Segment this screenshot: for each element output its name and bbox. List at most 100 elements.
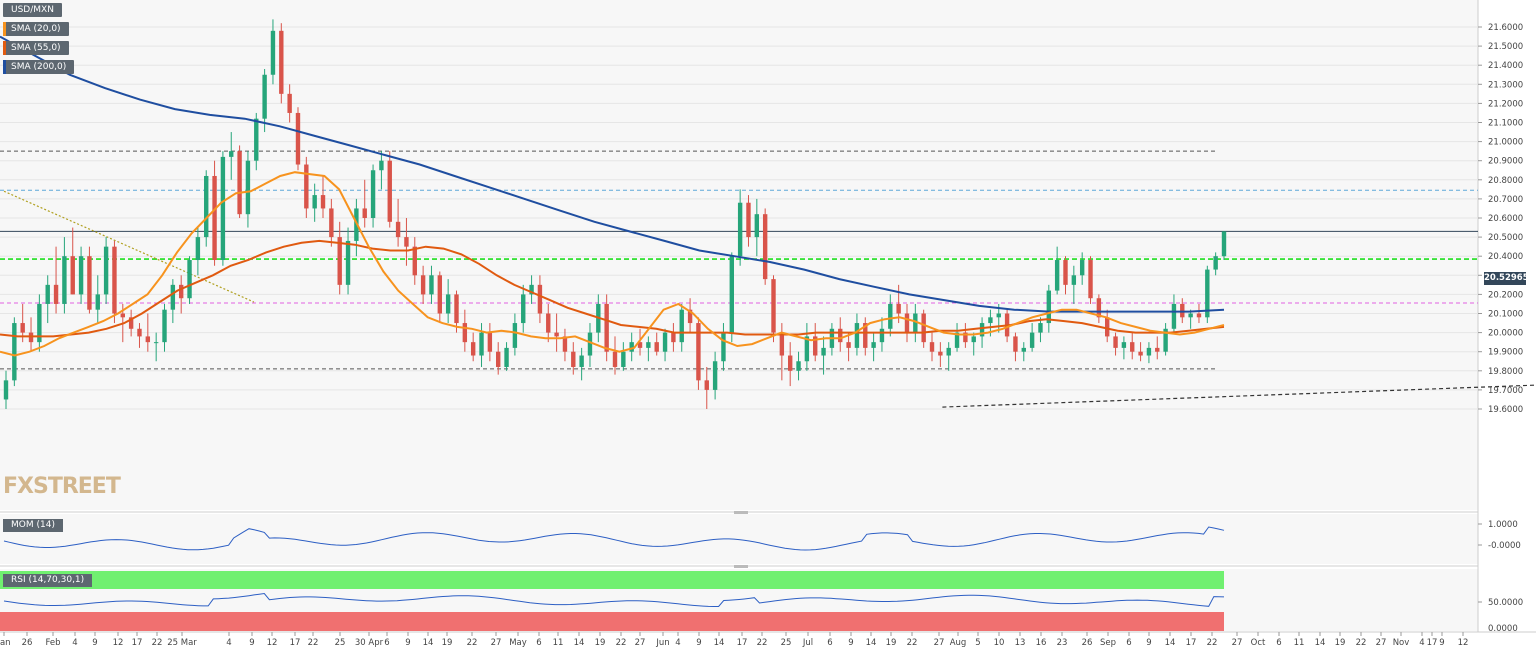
candle-body xyxy=(195,237,201,261)
candle-body xyxy=(1079,260,1085,276)
x-tick-label: 26 xyxy=(1082,638,1093,648)
x-tick-label: 22 xyxy=(616,638,627,648)
candle-body xyxy=(395,221,401,238)
pane-splitter-2[interactable] xyxy=(734,565,748,568)
y-tick-label: 19.8000 xyxy=(1488,367,1523,377)
y-tick-label: 20.1000 xyxy=(1488,310,1523,320)
candle-body xyxy=(320,195,326,209)
candle-body xyxy=(754,214,760,238)
candle-body xyxy=(345,240,351,285)
candle-body xyxy=(546,313,551,333)
y-tick-label: 20.5000 xyxy=(1488,233,1523,243)
candle-body xyxy=(996,313,1001,318)
candle-body xyxy=(1213,256,1218,270)
candle-body xyxy=(262,74,267,119)
candle-body xyxy=(629,342,634,352)
candle-body xyxy=(537,284,543,314)
candle-body xyxy=(746,202,751,238)
candle-body xyxy=(153,342,159,344)
candle-body xyxy=(53,284,59,304)
x-tick-label: 27 xyxy=(1376,638,1387,648)
candle-body xyxy=(1105,317,1110,337)
fxstreet-watermark: FXSTREET xyxy=(3,474,121,499)
candle-body xyxy=(571,351,576,367)
candle-body xyxy=(512,323,518,348)
y-tick-label: 21.0000 xyxy=(1488,138,1523,148)
candle-body xyxy=(254,118,259,161)
candle-body xyxy=(779,332,785,356)
candle-body xyxy=(445,294,451,314)
candle-body xyxy=(212,175,217,261)
y-tick-label: 21.2000 xyxy=(1488,99,1523,109)
candle-body xyxy=(1096,298,1102,318)
candle-body xyxy=(178,284,184,299)
x-tick-label: 5 xyxy=(975,638,980,648)
x-tick-label: 14 xyxy=(1315,638,1326,648)
legend-symbol-label: USD/MXN xyxy=(11,5,54,15)
legend-symbol[interactable]: USD/MXN xyxy=(3,3,62,17)
y-tick-label: 19.6000 xyxy=(1488,405,1523,415)
current-price-tag: 20.52965 xyxy=(1484,272,1529,285)
x-tick-label: 14 xyxy=(1165,638,1176,648)
x-tick-label: 25 xyxy=(781,638,792,648)
candle-body xyxy=(971,336,976,343)
mom-pane-label[interactable]: MOM (14) xyxy=(3,519,63,532)
candle-body xyxy=(1038,323,1043,333)
candle-body xyxy=(237,151,242,215)
x-tick-label: 9 xyxy=(405,638,410,648)
candle-body xyxy=(587,332,593,356)
x-tick-label: Jun xyxy=(655,638,669,648)
candle-body xyxy=(429,275,434,295)
x-tick-label: 19 xyxy=(595,638,606,648)
x-tick-label: Jul xyxy=(802,638,813,648)
legend-sma200[interactable]: SMA (200,0) xyxy=(3,60,75,74)
candle-body xyxy=(287,93,292,113)
y-tick-label: 19.9000 xyxy=(1488,348,1523,358)
x-tick-label: 25 xyxy=(335,638,346,648)
trendline xyxy=(3,190,255,303)
candle-body xyxy=(270,30,276,75)
legend-sma20[interactable]: SMA (20,0) xyxy=(3,22,69,36)
candle-body xyxy=(504,347,509,367)
candle-body xyxy=(362,208,367,218)
legend-sma55[interactable]: SMA (55,0) xyxy=(3,41,69,55)
x-tick-label: 13 xyxy=(1015,638,1026,648)
candle-body xyxy=(62,256,67,304)
x-tick-label: Sep xyxy=(1100,638,1116,648)
candle-body xyxy=(671,332,676,343)
rsi-pane-label[interactable]: RSI (14,70,30,1) xyxy=(3,574,93,587)
candle-body xyxy=(1146,347,1152,356)
x-tick-label: 9 xyxy=(1439,638,1444,648)
candle-body xyxy=(404,237,409,247)
candle-body xyxy=(78,256,84,295)
candle-body xyxy=(1196,313,1202,318)
candle-body xyxy=(370,170,376,218)
candle-body xyxy=(145,336,151,343)
candle-body xyxy=(813,336,818,356)
y-tick-label: 20.8000 xyxy=(1488,176,1523,186)
candle-body xyxy=(879,328,885,343)
mom-line xyxy=(3,526,1225,551)
x-tick-label: 19 xyxy=(442,638,453,648)
candle-body xyxy=(821,347,826,356)
candle-body xyxy=(1054,260,1060,291)
y-tick-label: 20.2000 xyxy=(1488,290,1523,300)
sma200-swatch xyxy=(3,60,6,74)
y-tick-label: 20.7000 xyxy=(1488,195,1523,205)
candle-body xyxy=(1130,342,1135,352)
candle-body xyxy=(787,355,793,371)
candle-body xyxy=(838,328,843,343)
candle-body xyxy=(712,361,718,390)
pane-splitter-1[interactable] xyxy=(734,511,748,514)
y-tick-label: 20.0000 xyxy=(1488,329,1523,339)
candle-body xyxy=(771,279,776,333)
y-tick-label: 21.5000 xyxy=(1488,42,1523,52)
y-tick-label: 21.1000 xyxy=(1488,119,1523,129)
candle-body xyxy=(621,351,626,367)
candle-body xyxy=(863,323,868,348)
x-tick-label: Aug xyxy=(950,638,967,648)
x-tick-label: 14 xyxy=(866,638,877,648)
candle-body xyxy=(904,313,910,333)
